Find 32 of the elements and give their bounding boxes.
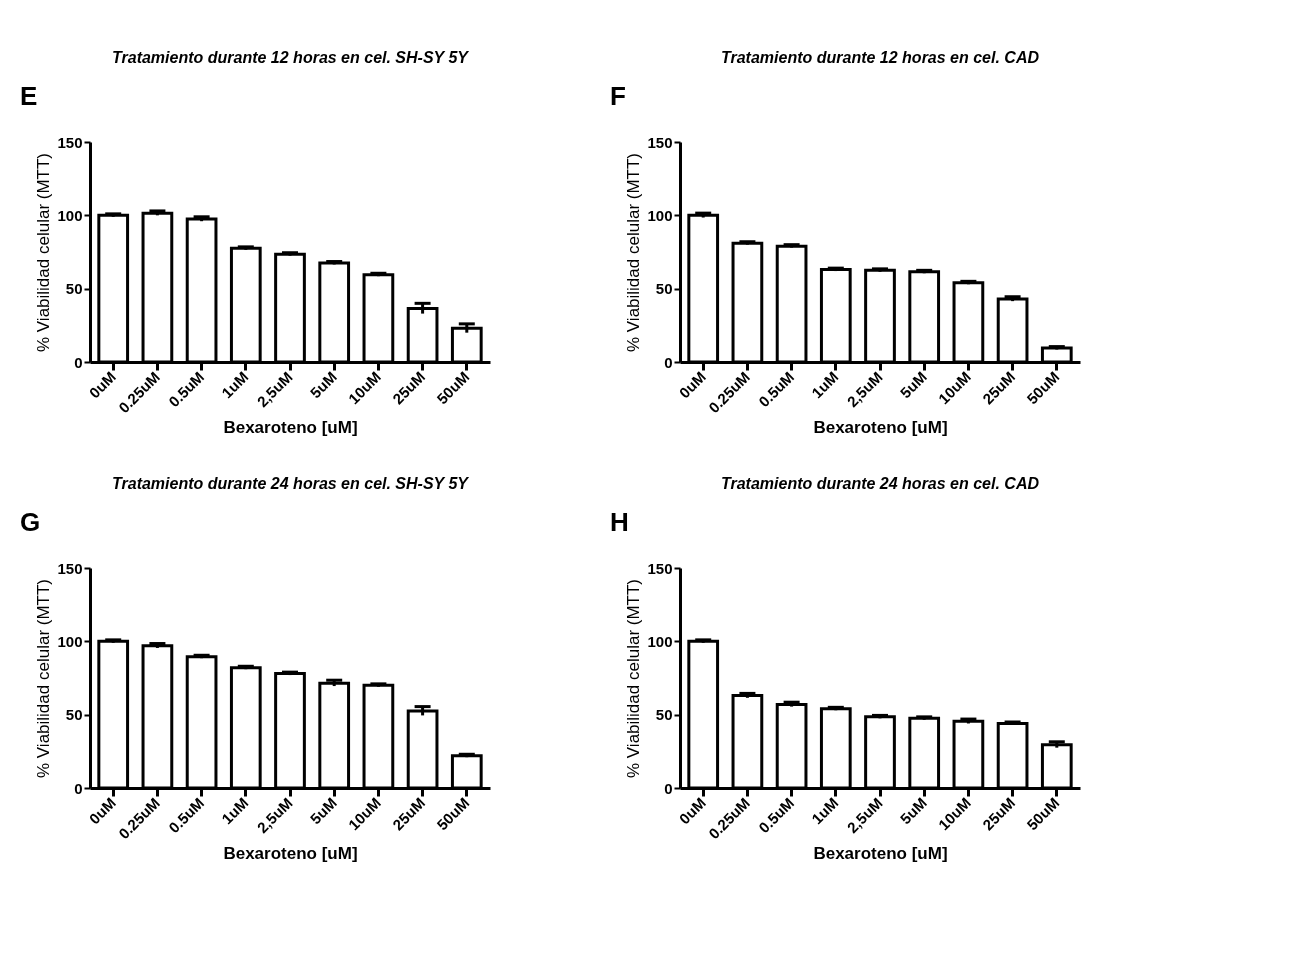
y-tick-label: 0 bbox=[664, 779, 673, 797]
text: E bbox=[20, 81, 38, 111]
y-tick-label: 50 bbox=[655, 706, 673, 724]
y-tick-label: 100 bbox=[647, 206, 673, 224]
y-tick-label: 0 bbox=[74, 779, 83, 797]
y-tick-label: 100 bbox=[647, 632, 673, 650]
y-tick-label: 100 bbox=[57, 632, 83, 650]
y-tick-label: 50 bbox=[65, 280, 83, 298]
y-axis-title: % Viabilidad celular (MTT) bbox=[34, 578, 54, 779]
text: G bbox=[20, 507, 41, 537]
x-axis-title: Bexaroteno [uM] bbox=[813, 844, 948, 864]
x-axis-title: Bexaroteno [uM] bbox=[223, 844, 358, 864]
y-tick-label: 0 bbox=[664, 353, 673, 371]
chart-title: Tratamiento durante 12 horas en cel. CAD bbox=[720, 49, 1040, 66]
y-tick-label: 0 bbox=[74, 353, 83, 371]
y-tick-label: 150 bbox=[647, 133, 673, 151]
y-tick-label: 100 bbox=[57, 206, 83, 224]
y-tick-label: 50 bbox=[65, 706, 83, 724]
y-axis-title: % Viabilidad celular (MTT) bbox=[34, 152, 54, 353]
chart-title: Tratamiento durante 24 horas en cel. SH-SY 5Y bbox=[112, 475, 470, 492]
chart-title: Tratamiento durante 12 horas en cel. SH-SY 5Y bbox=[112, 49, 470, 66]
text: F bbox=[610, 81, 626, 111]
chart-title: Tratamiento durante 24 horas en cel. CAD bbox=[720, 475, 1040, 492]
y-axis-title: % Viabilidad celular (MTT) bbox=[624, 152, 644, 353]
x-axis-title: Bexaroteno [uM] bbox=[813, 418, 948, 438]
y-tick-label: 150 bbox=[57, 559, 83, 577]
y-tick-label: 150 bbox=[57, 133, 83, 151]
text: H bbox=[610, 507, 629, 537]
y-tick-label: 50 bbox=[655, 280, 673, 298]
x-axis-title: Bexaroteno [uM] bbox=[223, 418, 358, 438]
y-tick-label: 150 bbox=[647, 559, 673, 577]
y-axis-title: % Viabilidad celular (MTT) bbox=[624, 578, 644, 779]
